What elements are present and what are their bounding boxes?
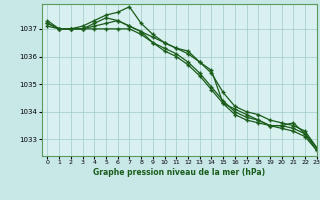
- X-axis label: Graphe pression niveau de la mer (hPa): Graphe pression niveau de la mer (hPa): [93, 168, 265, 177]
